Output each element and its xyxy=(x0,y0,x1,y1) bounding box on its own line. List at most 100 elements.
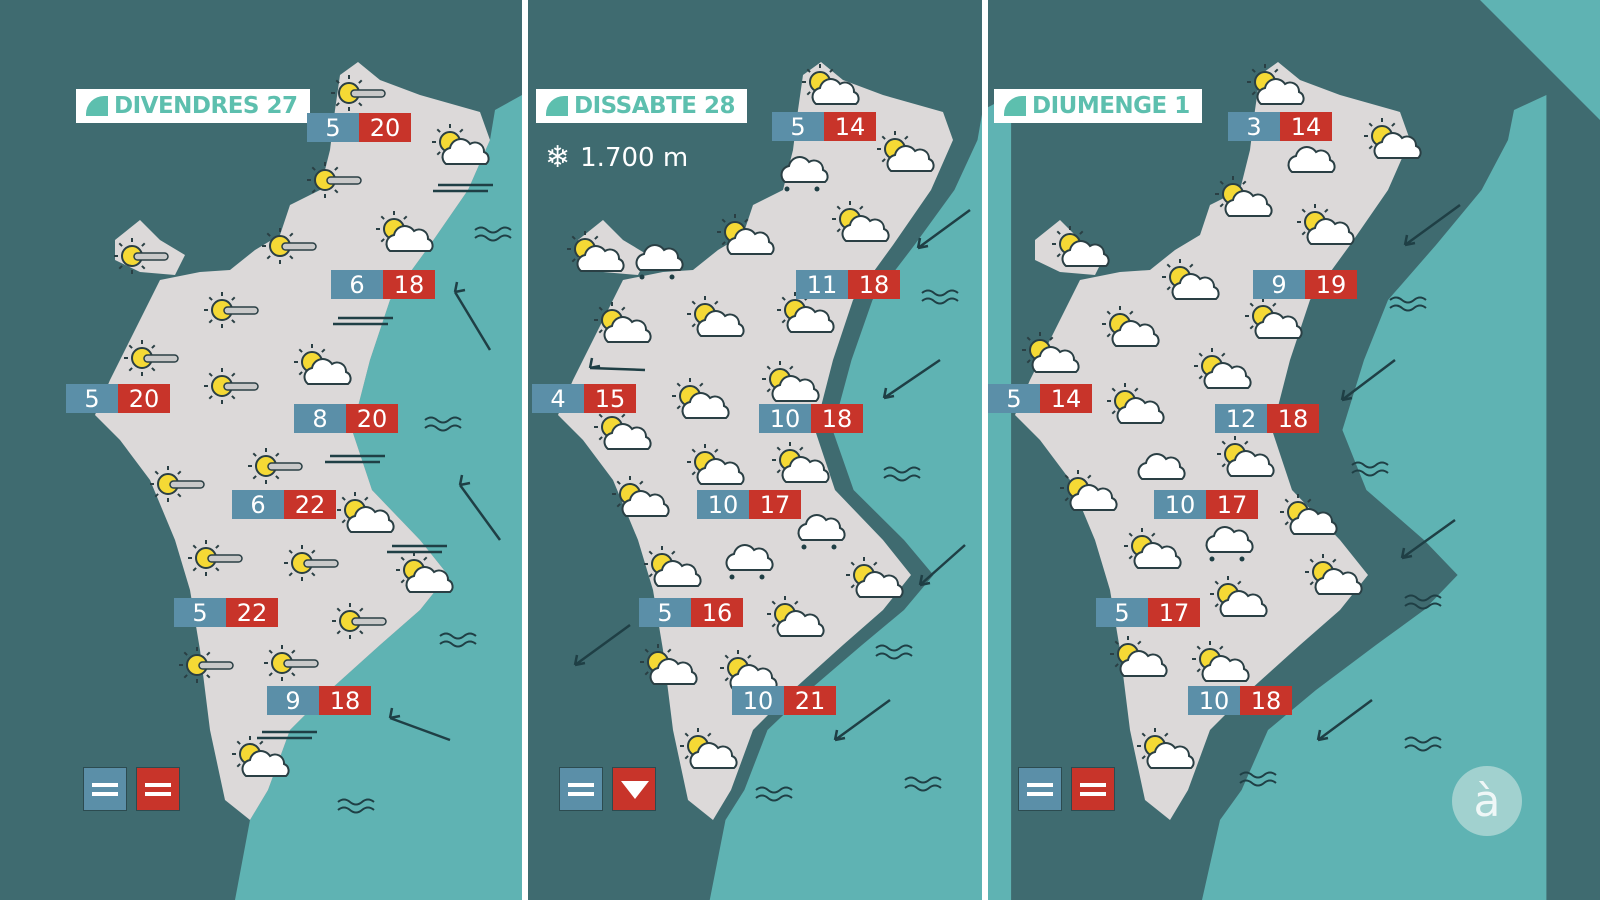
sun-cloud-icon xyxy=(720,650,778,691)
sun-fog-icon xyxy=(307,162,362,198)
sun-cloud-icon xyxy=(846,557,904,598)
max-temp: 17 xyxy=(749,490,801,519)
wind-arrow-icon xyxy=(833,698,891,742)
max-temp: 16 xyxy=(691,598,743,627)
sun-cloud-icon xyxy=(802,64,860,105)
max-temp: 20 xyxy=(346,404,398,433)
min-temp: 10 xyxy=(1154,490,1206,519)
wind-arrow-icon xyxy=(573,623,631,667)
max-temp: 18 xyxy=(383,270,435,299)
max-temp: 17 xyxy=(1206,490,1258,519)
max-temp: 17 xyxy=(1148,598,1200,627)
max-temp: 14 xyxy=(1040,384,1092,413)
brand-leaf-icon xyxy=(86,96,108,116)
sun-cloud-icon xyxy=(1124,528,1182,569)
wind-arrow-icon xyxy=(388,707,451,742)
max-temp: 18 xyxy=(811,404,863,433)
min-temp: 6 xyxy=(331,270,383,299)
sun-cloud-icon xyxy=(1052,226,1110,267)
sun-cloud-icon xyxy=(1194,348,1252,389)
rain-icon xyxy=(780,156,829,192)
sun-cloud-icon xyxy=(672,378,730,419)
sea-wave-icon xyxy=(904,776,942,792)
sun-cloud-icon xyxy=(1210,576,1268,617)
temperature-box: 5 17 xyxy=(1096,598,1200,627)
wind-arrow-icon xyxy=(458,474,502,541)
temperature-box: 5 16 xyxy=(639,598,743,627)
fog-lines-icon xyxy=(257,730,317,740)
fog-lines-icon xyxy=(325,454,385,464)
temperature-box: 8 20 xyxy=(294,404,398,433)
sun-cloud-icon xyxy=(777,292,835,333)
wind-arrow-icon xyxy=(1403,203,1461,247)
max-temp: 14 xyxy=(1280,112,1332,141)
sun-cloud-icon xyxy=(1022,332,1080,373)
sun-cloud-icon xyxy=(1247,64,1305,105)
min-temp: 12 xyxy=(1215,404,1267,433)
temperature-box: 5 22 xyxy=(174,598,278,627)
sea-wave-icon xyxy=(1404,594,1442,610)
sun-fog-icon xyxy=(204,368,259,404)
temperature-box: 10 18 xyxy=(1188,686,1292,715)
max-temp: 22 xyxy=(226,598,278,627)
sun-fog-icon xyxy=(188,540,243,576)
sun-fog-icon xyxy=(150,466,205,502)
trend-max-equal-icon xyxy=(136,767,180,811)
sun-cloud-icon xyxy=(832,201,890,242)
fog-lines-icon xyxy=(333,316,393,326)
sun-cloud-icon xyxy=(644,546,702,587)
sun-cloud-icon xyxy=(1280,494,1338,535)
min-temp: 4 xyxy=(532,384,584,413)
sea-wave-icon xyxy=(1239,771,1277,787)
min-temp: 10 xyxy=(759,404,811,433)
sun-cloud-icon xyxy=(772,442,830,483)
wind-arrow-icon xyxy=(1316,698,1373,742)
min-temp: 5 xyxy=(988,384,1040,413)
trend-min-equal-icon xyxy=(1018,767,1062,811)
sea-wave-icon xyxy=(875,644,913,660)
day-label: DIUMENGE 1 xyxy=(994,89,1202,123)
temperature-box: 6 18 xyxy=(331,270,435,299)
temperature-box: 9 19 xyxy=(1253,270,1357,299)
trend-min-equal-icon xyxy=(83,767,127,811)
wind-arrow-icon xyxy=(882,358,941,400)
min-temp: 11 xyxy=(796,270,848,299)
sun-cloud-icon xyxy=(1110,636,1168,677)
sun-fog-icon xyxy=(204,292,259,328)
max-temp: 20 xyxy=(118,384,170,413)
temperature-box: 5 20 xyxy=(66,384,170,413)
sun-cloud-icon xyxy=(762,361,820,402)
trend-max-equal-icon xyxy=(1071,767,1115,811)
sea-wave-icon xyxy=(439,632,477,648)
sea-wave-icon xyxy=(337,798,375,814)
temperature-box: 10 17 xyxy=(697,490,801,519)
min-temp: 5 xyxy=(1096,598,1148,627)
brand-leaf-icon xyxy=(1004,96,1026,116)
sea-wave-icon xyxy=(921,289,959,305)
sun-cloud-icon xyxy=(687,444,745,485)
wind-arrow-icon xyxy=(916,208,971,250)
wind-arrow-icon xyxy=(588,357,646,372)
sun-cloud-icon xyxy=(1305,554,1363,595)
sea-wave-icon xyxy=(1404,736,1442,752)
channel-logo: à xyxy=(1452,766,1522,836)
wind-arrow-icon xyxy=(453,281,492,351)
sun-cloud-icon xyxy=(1297,204,1355,245)
sun-cloud-icon xyxy=(1137,728,1195,769)
sun-cloud-icon xyxy=(687,296,745,337)
sea-wave-icon xyxy=(883,466,921,482)
sun-cloud-icon xyxy=(337,492,395,533)
max-temp: 18 xyxy=(848,270,900,299)
sun-cloud-icon xyxy=(294,344,352,385)
trend-max-down-icon xyxy=(612,767,656,811)
min-temp: 10 xyxy=(732,686,784,715)
max-temp: 22 xyxy=(284,490,336,519)
temperature-box: 5 14 xyxy=(988,384,1092,413)
min-temp: 5 xyxy=(307,113,359,142)
panel-map-3 xyxy=(1015,0,1600,900)
sea-wave-icon xyxy=(1351,461,1389,477)
wind-arrow-icon xyxy=(1340,359,1396,402)
sea-wave-icon xyxy=(755,786,793,802)
